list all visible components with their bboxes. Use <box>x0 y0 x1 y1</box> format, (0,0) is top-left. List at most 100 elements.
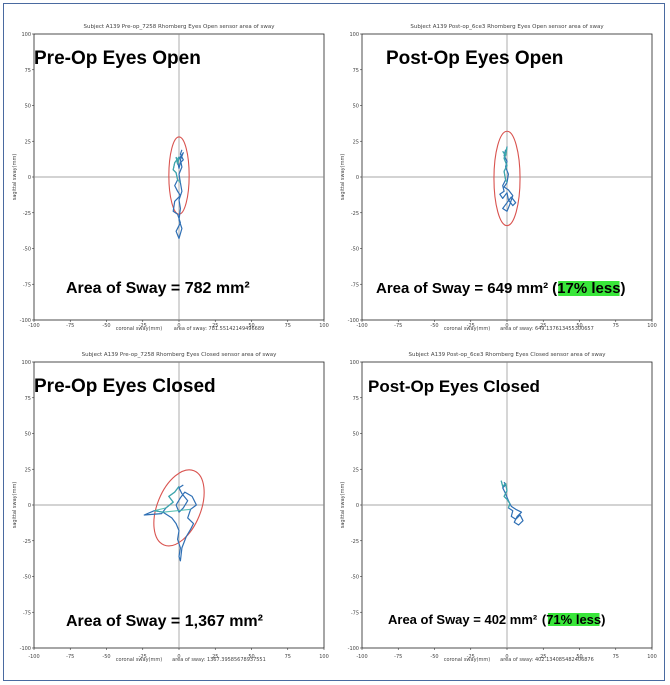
figure-frame: Subject A139 Pre-op_7258 Rhomberg Eyes O… <box>3 3 665 681</box>
y-tick-label: -25 <box>351 539 359 545</box>
y-tick-label: 75 <box>353 396 359 402</box>
y-tick-label: 100 <box>349 360 359 366</box>
y-axis-label: sagittal sway(mm) <box>340 482 346 529</box>
sway-ellipse <box>168 136 190 215</box>
sway-trace-recent <box>502 146 508 183</box>
y-tick-label: -100 <box>348 318 359 324</box>
sway-trace-recent <box>154 486 191 513</box>
area-of-sway-label: Area of Sway = 782 mm² <box>66 280 250 297</box>
y-tick-label: -50 <box>351 575 359 581</box>
x-tick-label: -75 <box>66 654 74 660</box>
y-tick-label: 75 <box>353 68 359 74</box>
plot-subtitle: Subject A139 Post-op_6ce3 Rhomberg Eyes … <box>410 24 604 30</box>
x-tick-label: -50 <box>102 654 110 660</box>
y-tick-label: 100 <box>21 32 31 38</box>
x-tick-label: 75 <box>613 323 619 329</box>
y-tick-label: -50 <box>351 247 359 253</box>
y-tick-label: 0 <box>356 503 359 509</box>
y-tick-label: -75 <box>351 610 359 616</box>
plot-pre-op-eyes-closed: Subject A139 Pre-op_7258 Rhomberg Eyes C… <box>12 352 329 663</box>
x-tick-label: 25 <box>212 323 218 329</box>
panel-title: Post-Op Eyes Closed <box>368 377 540 396</box>
plot-pre-op-eyes-open: Subject A139 Pre-op_7258 Rhomberg Eyes O… <box>12 24 329 332</box>
area-footnote: area of sway: 402.134085482406876 <box>500 657 594 663</box>
x-tick-label: 25 <box>212 654 218 660</box>
x-tick-label: -100 <box>28 654 39 660</box>
x-tick-label: 50 <box>248 654 254 660</box>
x-tick-label: 50 <box>576 323 582 329</box>
y-tick-label: 100 <box>21 360 31 366</box>
x-tick-label: 75 <box>613 654 619 660</box>
area-of-sway-label: Area of Sway = 1,367 mm² <box>66 613 263 630</box>
x-tick-label: 0 <box>505 654 508 660</box>
percent-less-label: (17% less) <box>552 280 625 297</box>
x-tick-label: 100 <box>647 654 657 660</box>
x-tick-label: -100 <box>356 323 367 329</box>
percent-highlight-box <box>558 281 620 296</box>
area-footnote: area of sway: 1367.39585678937551 <box>172 657 266 663</box>
x-tick-label: 50 <box>248 323 254 329</box>
sway-ellipse <box>153 469 205 547</box>
y-tick-label: 75 <box>25 68 31 74</box>
panel-title: Post-Op Eyes Open <box>386 48 563 69</box>
y-tick-label: -100 <box>20 646 31 652</box>
y-tick-label: 25 <box>25 467 31 473</box>
y-axis-label: sagittal sway(mm) <box>12 154 18 201</box>
plot-post-op-eyes-open: Subject A139 Post-op_6ce3 Rhomberg Eyes … <box>340 24 657 332</box>
x-axis-label: coronal sway(mm) <box>444 657 490 663</box>
area-footnote: area of sway: 649.137613455300657 <box>500 326 594 332</box>
plot-subtitle: Subject A139 Post-op_6ce3 Rhomberg Eyes … <box>409 352 607 358</box>
y-tick-label: -75 <box>23 282 31 288</box>
x-tick-label: -25 <box>467 323 475 329</box>
x-tick-label: -50 <box>430 654 438 660</box>
area-of-sway-label: Area of Sway = 649 mm² <box>376 280 548 297</box>
sway-trace <box>143 484 197 562</box>
x-tick-label: 75 <box>285 323 291 329</box>
x-axis-label: coronal sway(mm) <box>444 326 490 332</box>
y-axis-label: sagittal sway(mm) <box>12 482 18 529</box>
y-tick-label: 0 <box>356 175 359 181</box>
y-tick-label: 50 <box>25 432 31 438</box>
x-tick-label: -75 <box>394 654 402 660</box>
area-footnote: area of sway: 781.55142149496689 <box>174 326 264 332</box>
panel-title: Pre-Op Eyes Closed <box>34 376 216 397</box>
x-tick-label: -25 <box>467 654 475 660</box>
y-tick-label: 100 <box>349 32 359 38</box>
plot-subtitle: Subject A139 Pre-op_7258 Rhomberg Eyes O… <box>83 24 275 30</box>
x-tick-label: 0 <box>505 323 508 329</box>
y-tick-label: -25 <box>23 211 31 217</box>
panel-title: Pre-Op Eyes Open <box>34 48 201 69</box>
x-tick-label: -50 <box>102 323 110 329</box>
y-tick-label: 50 <box>25 104 31 110</box>
x-tick-label: 100 <box>319 323 329 329</box>
y-tick-label: -25 <box>351 211 359 217</box>
y-tick-label: -75 <box>23 610 31 616</box>
y-tick-label: -100 <box>20 318 31 324</box>
x-tick-label: 25 <box>540 654 546 660</box>
y-tick-label: 0 <box>28 503 31 509</box>
x-tick-label: -100 <box>28 323 39 329</box>
plot-post-op-eyes-closed: Subject A139 Post-op_6ce3 Rhomberg Eyes … <box>340 352 657 663</box>
y-tick-label: -100 <box>348 646 359 652</box>
y-tick-label: -50 <box>23 575 31 581</box>
x-tick-label: 0 <box>177 323 180 329</box>
y-tick-label: 75 <box>25 396 31 402</box>
x-tick-label: -100 <box>356 654 367 660</box>
x-tick-label: 25 <box>540 323 546 329</box>
y-tick-label: -50 <box>23 247 31 253</box>
x-tick-label: 50 <box>576 654 582 660</box>
x-tick-label: -75 <box>394 323 402 329</box>
x-tick-label: 75 <box>285 654 291 660</box>
x-tick-label: 100 <box>319 654 329 660</box>
y-tick-label: 25 <box>25 139 31 145</box>
y-tick-label: 0 <box>28 175 31 181</box>
y-tick-label: 25 <box>353 467 359 473</box>
y-tick-label: 25 <box>353 139 359 145</box>
y-tick-label: 50 <box>353 104 359 110</box>
y-axis-label: sagittal sway(mm) <box>340 154 346 201</box>
y-tick-label: -25 <box>23 539 31 545</box>
x-tick-label: -75 <box>66 323 74 329</box>
x-tick-label: -50 <box>430 323 438 329</box>
plot-subtitle: Subject A139 Pre-op_7258 Rhomberg Eyes C… <box>82 352 278 358</box>
area-of-sway-label: Area of Sway = 402 mm² <box>388 612 538 627</box>
